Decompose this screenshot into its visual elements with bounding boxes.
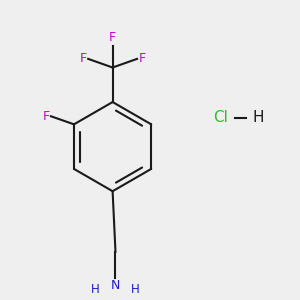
Text: H: H	[131, 283, 140, 296]
Text: H: H	[252, 110, 264, 125]
Text: H: H	[91, 283, 100, 296]
Text: N: N	[111, 279, 120, 292]
Text: F: F	[109, 32, 116, 44]
Text: F: F	[139, 52, 145, 65]
Text: F: F	[42, 110, 50, 123]
Text: F: F	[80, 52, 87, 65]
Text: Cl: Cl	[213, 110, 228, 125]
